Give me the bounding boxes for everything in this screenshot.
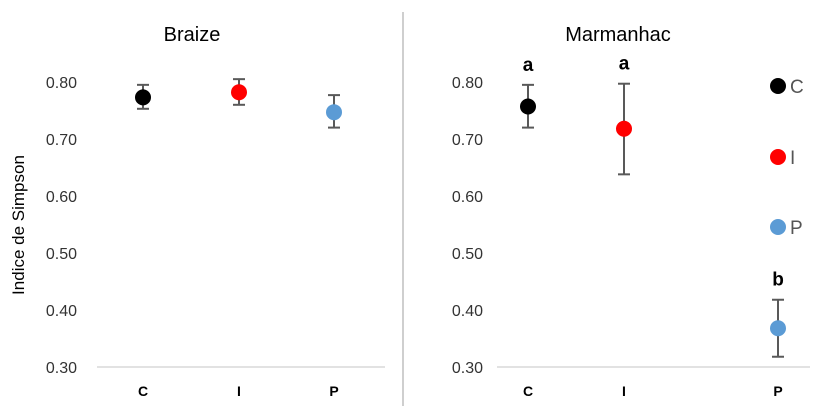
y-ticks: 0.30 0.40 0.50 0.60 0.70 0.80 <box>46 75 77 377</box>
y-tick-label: 0.80 <box>46 75 77 92</box>
x-tick-label: P <box>773 383 782 399</box>
significance-label: a <box>619 54 630 75</box>
legend-item-c: C <box>770 77 804 98</box>
panel-braize: Braize 0.30 0.40 0.50 0.60 0.70 0.80 C I P <box>46 24 385 399</box>
y-tick-label: 0.80 <box>452 75 483 92</box>
data-point-p: b <box>770 270 786 358</box>
y-tick-label: 0.70 <box>452 132 483 149</box>
significance-label: a <box>523 55 534 76</box>
legend-label: I <box>790 148 795 169</box>
data-point-c: a <box>520 55 536 129</box>
legend-item-p: P <box>770 218 803 239</box>
data-points: a a b <box>520 54 786 358</box>
x-tick-label: C <box>523 383 533 399</box>
point-marker <box>616 120 632 137</box>
y-tick-label: 0.30 <box>46 360 77 377</box>
x-tick-label: I <box>237 383 241 399</box>
y-tick-label: 0.60 <box>452 189 483 206</box>
point-marker <box>231 84 247 101</box>
data-points <box>135 78 342 129</box>
data-point-p <box>326 94 342 129</box>
data-point-i <box>231 78 247 106</box>
y-tick-label: 0.60 <box>46 189 77 206</box>
y-tick-label: 0.40 <box>46 303 77 320</box>
point-marker <box>326 104 342 121</box>
x-tick-label: I <box>622 383 626 399</box>
y-tick-label: 0.70 <box>46 132 77 149</box>
legend-label: P <box>790 218 803 239</box>
panel-title: Marmanhac <box>565 24 671 46</box>
point-marker <box>520 98 536 115</box>
legend: C I P <box>770 77 804 239</box>
legend-marker <box>770 219 786 235</box>
significance-label: b <box>772 270 784 291</box>
legend-item-i: I <box>770 148 795 169</box>
point-marker <box>770 320 786 337</box>
data-point-c <box>135 83 151 110</box>
legend-label: C <box>790 77 804 98</box>
panel-marmanhac: Marmanhac 0.30 0.40 0.50 0.60 0.70 0.80 C I P a… <box>452 24 810 399</box>
panel-title: Braize <box>164 24 221 46</box>
y-ticks: 0.30 0.40 0.50 0.60 0.70 0.80 <box>452 75 483 377</box>
x-tick-label: P <box>329 383 338 399</box>
y-axis-label: Indice de Simpson <box>9 155 28 295</box>
legend-marker <box>770 149 786 165</box>
y-tick-label: 0.30 <box>452 360 483 377</box>
y-tick-label: 0.50 <box>46 246 77 263</box>
point-marker <box>135 89 151 106</box>
y-tick-label: 0.50 <box>452 246 483 263</box>
data-point-i: a <box>616 54 632 176</box>
x-tick-label: C <box>138 383 148 399</box>
legend-marker <box>770 78 786 94</box>
y-tick-label: 0.40 <box>452 303 483 320</box>
